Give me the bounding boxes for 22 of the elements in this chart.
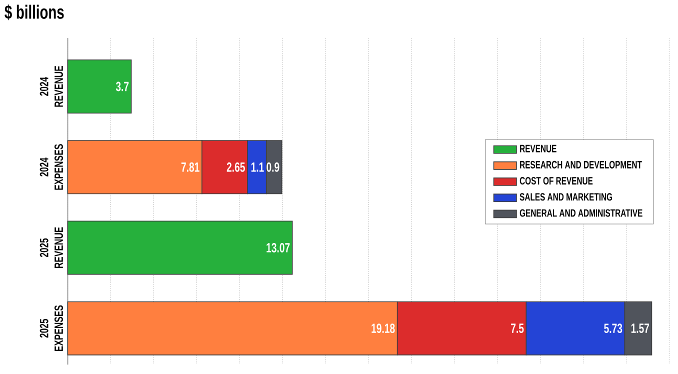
data-label: 13.07 xyxy=(266,243,290,253)
y-tick-label: 2025 REVENUE xyxy=(40,227,63,268)
y-tick-label: 2024 REVENUE xyxy=(40,66,63,107)
data-label: 3.7 xyxy=(116,82,129,92)
data-label: 5.73 xyxy=(604,324,622,334)
bar xyxy=(67,220,293,275)
data-label: 0.9 xyxy=(266,162,280,172)
bar xyxy=(67,60,132,114)
data-label: 1.57 xyxy=(631,324,650,334)
legend-label: GENERAL AND ADMINISTRATIVE xyxy=(520,209,642,217)
data-label: 2.65 xyxy=(226,162,245,172)
data-label: 1.1 xyxy=(251,162,264,172)
legend-label: SALES AND MARKETING xyxy=(520,193,612,201)
y-tick-label: 2025 EXPENSES xyxy=(40,306,63,352)
data-label: 19.18 xyxy=(372,324,395,334)
chart-title: $ billions xyxy=(4,4,64,20)
legend-label: COST OF REVENUE xyxy=(520,177,593,185)
y-tick-label: 2024 EXPENSES xyxy=(40,144,63,190)
legend-label: REVENUE xyxy=(520,145,556,152)
data-label: 7.81 xyxy=(181,162,200,172)
legend-label: RESEARCH AND DEVELOPMENT xyxy=(520,161,642,169)
data-label: 7.5 xyxy=(511,324,524,334)
